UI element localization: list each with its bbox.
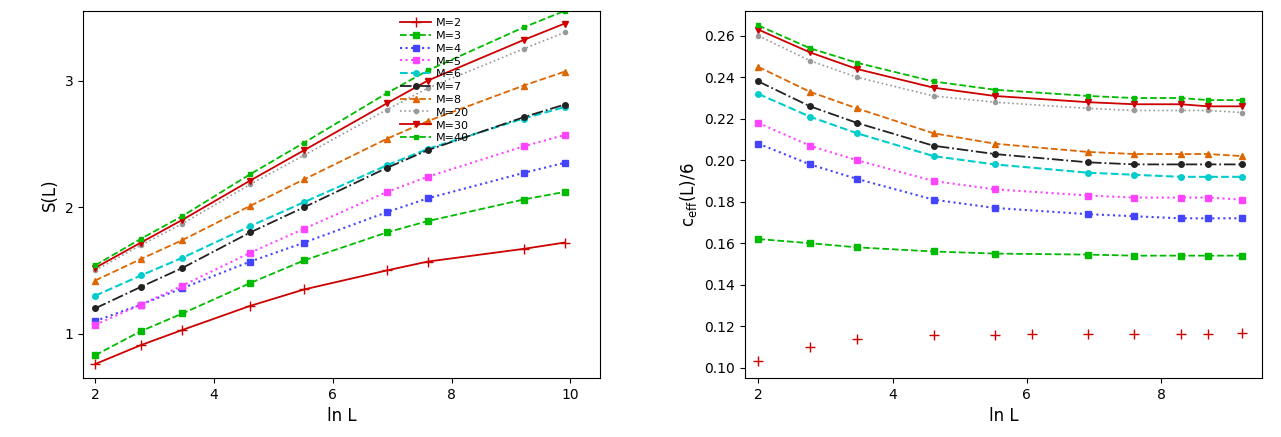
Y-axis label: c$_{\mathrm{eff}}$(L)/6: c$_{\mathrm{eff}}$(L)/6: [678, 162, 698, 227]
X-axis label: ln L: ln L: [989, 407, 1018, 425]
Y-axis label: S(L): S(L): [41, 178, 59, 211]
Legend: M=2, M=3, M=4, M=5, M=6, M=7, M=8, M=20, M=30, M=40: M=2, M=3, M=4, M=5, M=6, M=7, M=8, M=20,…: [398, 17, 470, 145]
X-axis label: ln L: ln L: [327, 407, 356, 425]
